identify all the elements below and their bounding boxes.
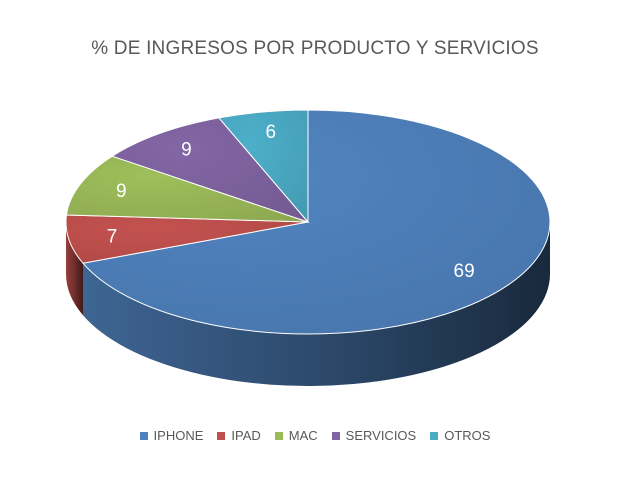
pie-side-iphone: [82, 222, 551, 387]
pie-side-ipad: [66, 222, 83, 316]
pie-slice-mac: [65, 155, 309, 223]
legend-swatch-ipad: [217, 431, 226, 440]
data-label-otros: 6: [266, 122, 277, 143]
legend-swatch-mac: [274, 431, 283, 440]
legend-item-iphone: IPHONE: [139, 428, 204, 443]
legend-label-servicios: SERVICIOS: [345, 428, 417, 443]
legend-label-otros: OTROS: [444, 428, 491, 443]
legend-swatch-iphone: [139, 431, 148, 440]
legend-label-mac: MAC: [288, 428, 318, 443]
data-labels: 69 7 9 9 6: [107, 122, 475, 282]
data-label-ipad: 7: [107, 226, 118, 247]
legend-item-otros: OTROS: [430, 428, 490, 443]
chart-title: % DE INGRESOS POR PRODUCTO Y SERVICIOS: [91, 38, 539, 59]
legend-item-servicios: SERVICIOS: [331, 428, 417, 443]
legend: IPHONE IPAD MAC SERVICIOS OTROS: [0, 428, 630, 443]
legend-swatch-otros: [430, 431, 439, 440]
legend-item-ipad: IPAD: [217, 428, 261, 443]
pie-slice-ipad: [65, 214, 309, 264]
legend-label-iphone: IPHONE: [153, 428, 204, 443]
data-label-servicios: 9: [181, 139, 192, 160]
pie-slice-iphone: [82, 109, 551, 335]
data-label-mac: 9: [116, 181, 127, 202]
pie-slice-otros: [217, 109, 309, 224]
pie-slice-servicios: [111, 117, 310, 224]
data-label-iphone: 69: [454, 261, 475, 282]
pie-top: [65, 109, 551, 335]
legend-swatch-servicios: [331, 431, 340, 440]
pie-side-walls: [66, 222, 551, 387]
legend-item-mac: MAC: [274, 428, 318, 443]
legend-label-ipad: IPAD: [231, 428, 261, 443]
